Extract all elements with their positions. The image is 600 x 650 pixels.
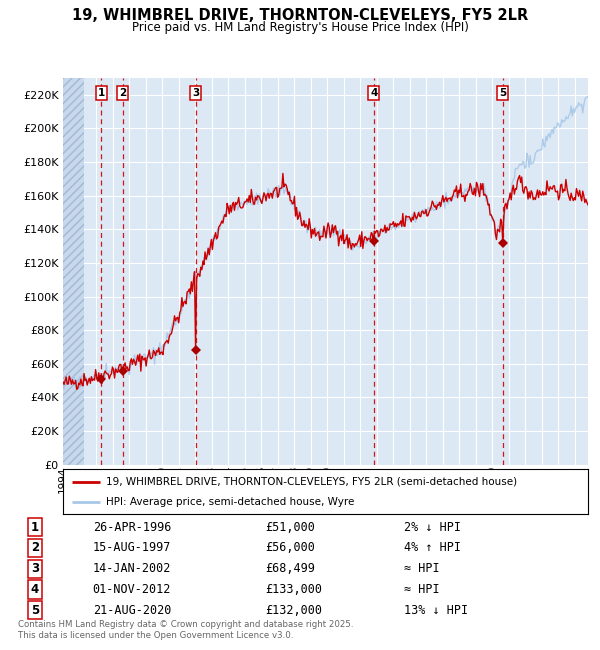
Text: 01-NOV-2012: 01-NOV-2012 — [92, 583, 171, 596]
Text: 19, WHIMBREL DRIVE, THORNTON-CLEVELEYS, FY5 2LR: 19, WHIMBREL DRIVE, THORNTON-CLEVELEYS, … — [72, 8, 528, 23]
Text: ≈ HPI: ≈ HPI — [404, 562, 439, 575]
Text: £133,000: £133,000 — [265, 583, 322, 596]
Text: 4% ↑ HPI: 4% ↑ HPI — [404, 541, 461, 554]
Text: £68,499: £68,499 — [265, 562, 316, 575]
Text: 2: 2 — [119, 88, 127, 97]
Text: 5: 5 — [31, 604, 39, 617]
Text: Contains HM Land Registry data © Crown copyright and database right 2025.: Contains HM Land Registry data © Crown c… — [18, 620, 353, 629]
Text: £56,000: £56,000 — [265, 541, 316, 554]
Text: 3: 3 — [31, 562, 39, 575]
Text: 26-APR-1996: 26-APR-1996 — [92, 521, 171, 534]
Text: 1: 1 — [98, 88, 105, 97]
Text: ≈ HPI: ≈ HPI — [404, 583, 439, 596]
Text: 1: 1 — [31, 521, 39, 534]
Text: 13% ↓ HPI: 13% ↓ HPI — [404, 604, 468, 617]
Text: 15-AUG-1997: 15-AUG-1997 — [92, 541, 171, 554]
Text: 5: 5 — [499, 88, 506, 97]
Text: 3: 3 — [192, 88, 199, 97]
Text: 4: 4 — [31, 583, 39, 596]
Text: Price paid vs. HM Land Registry's House Price Index (HPI): Price paid vs. HM Land Registry's House … — [131, 21, 469, 34]
Text: £132,000: £132,000 — [265, 604, 322, 617]
Text: 14-JAN-2002: 14-JAN-2002 — [92, 562, 171, 575]
Bar — [63, 78, 85, 465]
Text: £51,000: £51,000 — [265, 521, 316, 534]
Text: 2: 2 — [31, 541, 39, 554]
Text: This data is licensed under the Open Government Licence v3.0.: This data is licensed under the Open Gov… — [18, 631, 293, 640]
Text: 2% ↓ HPI: 2% ↓ HPI — [404, 521, 461, 534]
Text: 19, WHIMBREL DRIVE, THORNTON-CLEVELEYS, FY5 2LR (semi-detached house): 19, WHIMBREL DRIVE, THORNTON-CLEVELEYS, … — [106, 476, 517, 487]
Text: HPI: Average price, semi-detached house, Wyre: HPI: Average price, semi-detached house,… — [106, 497, 355, 508]
Text: 21-AUG-2020: 21-AUG-2020 — [92, 604, 171, 617]
Text: 4: 4 — [370, 88, 377, 97]
